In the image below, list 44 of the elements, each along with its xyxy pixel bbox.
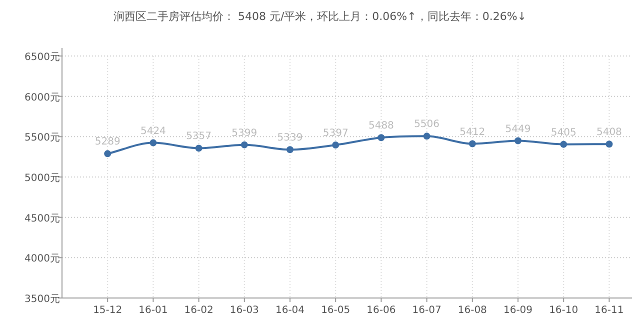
point <box>150 139 157 146</box>
y-tick-label: 5500元 <box>24 132 60 144</box>
point <box>195 144 202 152</box>
point <box>240 141 248 148</box>
point <box>514 137 522 144</box>
x-tick-label: 16-07 <box>412 305 442 316</box>
point <box>332 141 340 148</box>
x-tick-label: 16-04 <box>275 305 305 316</box>
data-label: 5506 <box>414 119 440 130</box>
x-tick-label: 16-02 <box>184 305 214 316</box>
point <box>423 132 430 140</box>
data-label: 5412 <box>460 126 486 138</box>
y-tick-label: 5000元 <box>24 173 60 184</box>
x-tick-label: 16-06 <box>366 305 396 316</box>
x-tick-label: 15-12 <box>93 305 122 316</box>
data-label: 5289 <box>94 136 120 148</box>
point <box>286 146 294 154</box>
point <box>606 140 613 148</box>
x-tick-label: 16-09 <box>503 305 533 316</box>
data-label: 5357 <box>186 131 212 142</box>
x-tick-label: 16-03 <box>230 305 259 316</box>
x-tick-label: 16-08 <box>458 305 487 316</box>
chart-title: 涧西区二手房评估均价： 5408 元/平米，环比上月：0.06%↑，同比去年：0.26%↓ <box>113 10 527 23</box>
y-tick-label: 3500元 <box>24 294 60 305</box>
point <box>378 134 385 142</box>
data-label: 5405 <box>550 127 576 138</box>
point <box>468 140 476 148</box>
data-label: 5408 <box>596 127 622 138</box>
y-tick-label: 6500元 <box>24 52 60 63</box>
data-label: 5449 <box>505 124 531 135</box>
data-label: 5397 <box>322 128 348 139</box>
point <box>560 140 568 148</box>
point <box>104 150 112 158</box>
data-label: 5339 <box>277 132 303 144</box>
x-tick-label: 16-11 <box>594 305 624 316</box>
x-tick-label: 16-10 <box>549 305 578 316</box>
data-label: 5488 <box>368 120 394 132</box>
y-tick-label: 4000元 <box>24 254 60 265</box>
y-tick-label: 6000元 <box>24 92 60 104</box>
x-tick-label: 16-01 <box>138 305 168 316</box>
data-label: 5399 <box>232 128 258 139</box>
x-tick-label: 16-05 <box>321 305 350 316</box>
y-tick-label: 4500元 <box>24 213 60 224</box>
data-label: 5424 <box>140 126 166 137</box>
